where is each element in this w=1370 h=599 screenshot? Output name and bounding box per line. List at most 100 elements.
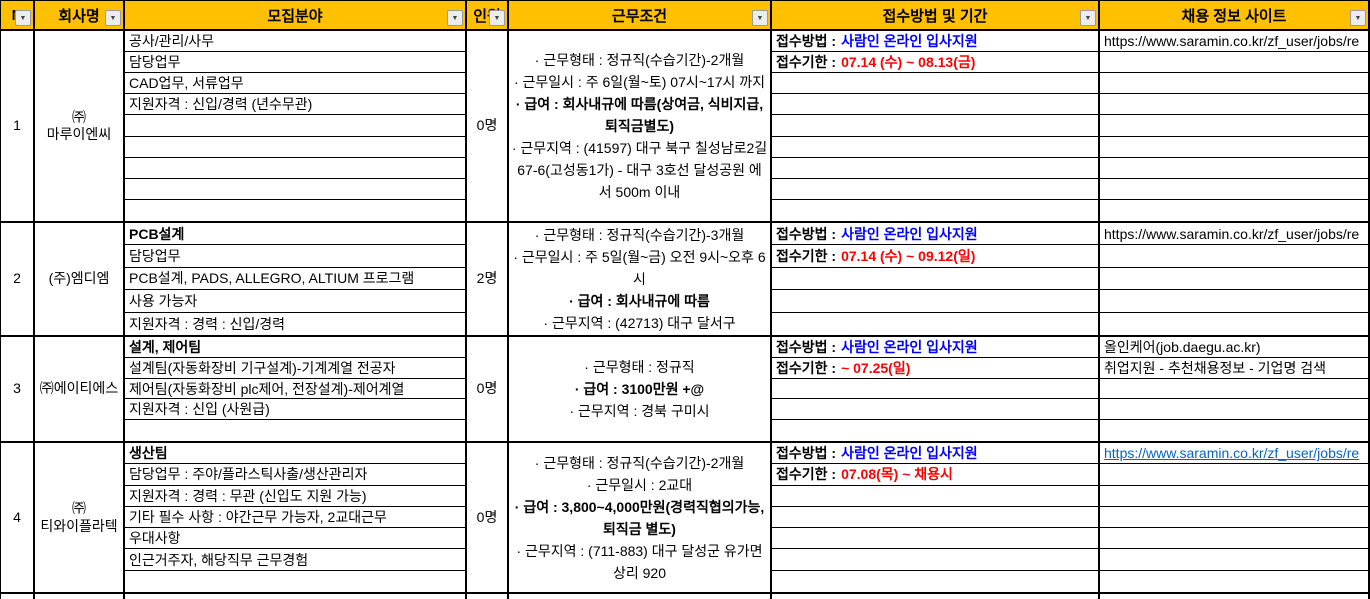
field-subrow[interactable] <box>125 115 465 137</box>
apply-subrow[interactable] <box>772 571 1098 592</box>
site-subrow[interactable] <box>1100 94 1368 116</box>
field-subrow[interactable]: 담당업무 <box>125 245 465 268</box>
site-subrow[interactable] <box>1100 464 1368 486</box>
filter-button-no[interactable]: ▼ <box>15 10 31 26</box>
column-header-company[interactable]: 회사명 ▼ <box>35 1 125 29</box>
apply-subrow[interactable]: 접수방법 : 사람인 온라인 입사지원 <box>772 337 1098 358</box>
apply-subrow[interactable] <box>772 137 1098 158</box>
apply-subrow[interactable] <box>772 73 1098 95</box>
field-subrow[interactable]: 기타 필수 사항 : 야간근무 가능자, 2교대근무 <box>125 507 465 529</box>
filter-button-headcount[interactable]: ▼ <box>489 10 505 26</box>
site-subrow[interactable] <box>1100 571 1368 592</box>
site-subrow[interactable] <box>1100 158 1368 179</box>
field-subrow[interactable]: 지원자격 : 신입/경력 (년수무관) <box>125 94 465 116</box>
cell-no[interactable]: 2 <box>0 223 35 335</box>
field-subrow[interactable] <box>125 137 465 158</box>
field-subrow[interactable]: 우대사항 <box>125 528 465 550</box>
apply-subrow[interactable] <box>772 420 1098 441</box>
field-subrow[interactable]: 인근거주자, 해당직무 근무경험 <box>125 549 465 571</box>
site-link[interactable]: https://www.saramin.co.kr/zf_user/jobs/r… <box>1104 445 1360 462</box>
cell-conditions[interactable]: · 근무형태 : 정규직 · 급여 : 3100만원 +@ · 근무지역 : 경북 … <box>509 337 772 441</box>
site-subrow[interactable] <box>1100 179 1368 200</box>
field-subrow[interactable]: CAD업무, 서류업무 <box>125 73 465 95</box>
site-subrow[interactable] <box>1100 399 1368 421</box>
field-subrow[interactable]: 담당업무 : 주야/플라스틱사출/생산관리자 <box>125 464 465 486</box>
column-header-apply[interactable]: 접수방법 및 기간 ▼ <box>772 1 1100 29</box>
cell-no[interactable] <box>0 594 35 599</box>
site-subrow[interactable]: https://www.saramin.co.kr/zf_user/jobs/r… <box>1100 31 1368 53</box>
field-subrow[interactable]: 설계팀(자동화장비 기구설계)-기계계열 전공자 <box>125 358 465 379</box>
apply-subrow[interactable]: 접수방법 : 사람인 온라인 입사지원 <box>772 223 1098 246</box>
field-subrow[interactable] <box>125 200 465 221</box>
site-subrow[interactable]: 취업지원 - 추천채용정보 - 기업명 검색 <box>1100 358 1368 379</box>
filter-button-site[interactable]: ▼ <box>1350 10 1366 26</box>
apply-subrow[interactable] <box>772 115 1098 137</box>
cell-no[interactable]: 3 <box>0 337 35 441</box>
cell-no[interactable]: 1 <box>0 31 35 221</box>
site-subrow[interactable] <box>1100 290 1368 313</box>
field-subrow[interactable] <box>125 420 465 441</box>
field-subrow[interactable] <box>125 571 465 592</box>
field-subrow[interactable] <box>125 179 465 200</box>
site-subrow[interactable] <box>1100 528 1368 550</box>
site-subrow[interactable] <box>1100 420 1368 441</box>
apply-subrow[interactable]: 접수기한 : ~ 07.25(일) <box>772 358 1098 379</box>
column-header-conditions[interactable]: 근무조건 ▼ <box>509 1 772 29</box>
site-subrow[interactable]: https://www.saramin.co.kr/zf_user/jobs/r… <box>1100 443 1368 465</box>
site-subrow[interactable]: 올인케어(job.daegu.ac.kr) <box>1100 337 1368 358</box>
site-subrow[interactable] <box>1100 379 1368 400</box>
cell-conditions[interactable]: · 근무형태 : 정규직(수습기간)-2개월 · 근무일시 : 주 6일(월~토)… <box>509 31 772 221</box>
cell-conditions[interactable] <box>509 594 772 599</box>
apply-subrow[interactable]: 접수방법 : 사람인 온라인 입사지원 <box>772 443 1098 465</box>
column-header-no[interactable]: N ▼ <box>0 1 35 29</box>
site-subrow[interactable] <box>1100 115 1368 137</box>
apply-subrow[interactable]: 접수방법 : 사람인 온라인 입사지원 <box>772 31 1098 53</box>
column-header-site[interactable]: 채용 정보 사이트 ▼ <box>1100 1 1370 29</box>
apply-subrow[interactable] <box>772 486 1098 507</box>
site-subrow[interactable] <box>1100 549 1368 571</box>
field-subrow[interactable]: PCB설계, PADS, ALLEGRO, ALTIUM 프로그램 <box>125 268 465 291</box>
apply-subrow[interactable] <box>772 290 1098 313</box>
site-subrow[interactable] <box>1100 73 1368 95</box>
cell-company[interactable] <box>35 594 125 599</box>
filter-button-company[interactable]: ▼ <box>105 10 121 26</box>
site-subrow[interactable] <box>1100 137 1368 158</box>
site-subrow[interactable] <box>1100 507 1368 529</box>
apply-subrow[interactable] <box>772 507 1098 529</box>
site-subrow[interactable] <box>1100 245 1368 268</box>
cell-company[interactable]: ㈜ 마루이엔씨 <box>35 31 125 221</box>
cell-headcount[interactable] <box>467 594 509 599</box>
filter-button-conditions[interactable]: ▼ <box>752 10 768 26</box>
site-subrow[interactable] <box>1100 594 1368 599</box>
apply-subrow[interactable] <box>772 313 1098 335</box>
field-subrow[interactable]: 담당업무 <box>125 52 465 74</box>
apply-subrow[interactable] <box>772 200 1098 221</box>
column-header-headcount[interactable]: 인원 ▼ <box>467 1 509 29</box>
apply-subrow[interactable] <box>772 549 1098 571</box>
site-subrow[interactable]: https://www.saramin.co.kr/zf_user/jobs/r… <box>1100 223 1368 246</box>
apply-subrow[interactable] <box>772 379 1098 400</box>
apply-subrow[interactable] <box>772 399 1098 421</box>
apply-subrow[interactable] <box>772 594 1098 599</box>
field-subrow[interactable] <box>125 594 465 599</box>
field-subrow[interactable]: PCB설계 <box>125 223 465 246</box>
cell-conditions[interactable]: · 근무형태 : 정규직(수습기간)-3개월 · 근무일시 : 주 5일(월~금)… <box>509 223 772 335</box>
cell-company[interactable]: ㈜에이티에스 <box>35 337 125 441</box>
apply-subrow[interactable] <box>772 94 1098 116</box>
cell-headcount[interactable]: 0명 <box>467 337 509 441</box>
column-header-field[interactable]: 모집분야 ▼ <box>125 1 467 29</box>
apply-subrow[interactable] <box>772 528 1098 550</box>
cell-headcount[interactable]: 2명 <box>467 223 509 335</box>
apply-subrow[interactable]: 접수기한 :07.08(목) ~ 채용시 <box>772 464 1098 486</box>
apply-subrow[interactable] <box>772 268 1098 291</box>
cell-no[interactable]: 4 <box>0 443 35 592</box>
apply-subrow[interactable] <box>772 158 1098 179</box>
field-subrow[interactable]: 사용 가능자 <box>125 290 465 313</box>
field-subrow[interactable]: 제어팀(자동화장비 plc제어, 전장설계)-제어계열 <box>125 379 465 400</box>
cell-headcount[interactable]: 0명 <box>467 443 509 592</box>
site-subrow[interactable] <box>1100 200 1368 221</box>
field-subrow[interactable]: 지원자격 : 신입 (사원급) <box>125 399 465 421</box>
field-subrow[interactable]: 공사/관리/사무 <box>125 31 465 53</box>
site-subrow[interactable] <box>1100 313 1368 335</box>
apply-subrow[interactable] <box>772 179 1098 200</box>
